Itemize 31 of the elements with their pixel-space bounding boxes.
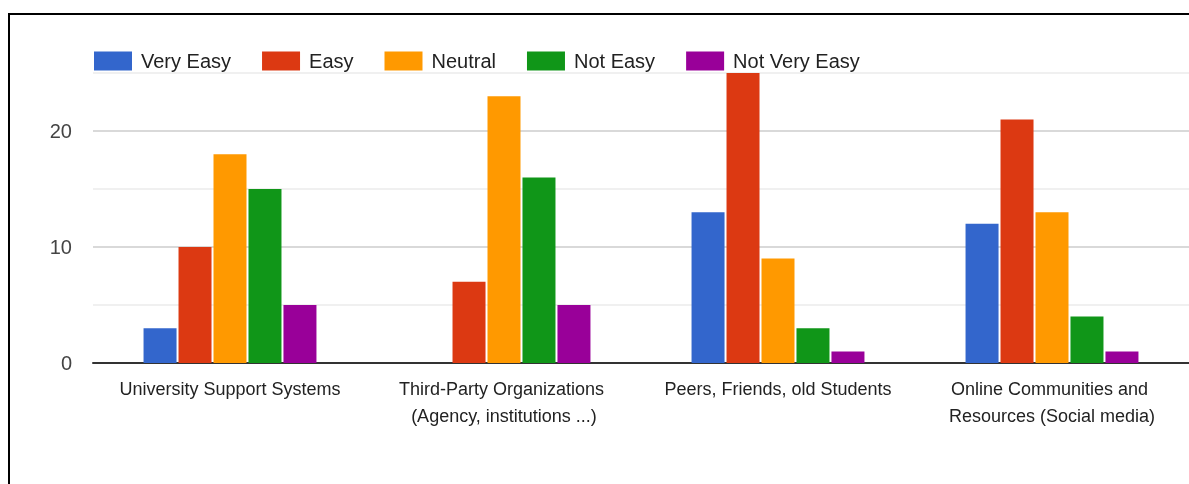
bar [143,328,177,363]
bar [691,212,725,363]
y-tick-label: 20 [49,120,72,142]
bar [557,305,591,363]
bar [831,351,865,363]
bar [487,96,521,363]
legend-label: Very Easy [141,50,232,72]
bar [796,328,830,363]
bar [178,247,212,363]
bar [965,223,999,363]
x-tick-label: Peers, Friends, old Students [664,378,892,399]
legend-label: Not Very Easy [733,50,860,72]
y-tick-label: 10 [49,236,72,258]
bar [248,189,282,363]
bar [1070,316,1104,363]
x-tick-label: University Support Systems [119,378,341,399]
bar [522,177,556,363]
x-tick-label: Third-Party Organizations (Agency, institutions ...) [398,378,610,426]
legend-label: Neutral [431,50,496,72]
y-tick-label: 0 [60,352,72,374]
bar [761,258,795,363]
x-tick-label: Online Communities and Resources (Social media) [948,378,1156,426]
bar [1035,212,1069,363]
legend-label: Easy [309,50,354,72]
bar [1105,351,1139,363]
legend-label: Not Easy [573,50,656,72]
bar [283,305,317,363]
bar [1000,119,1034,363]
bar [213,154,247,363]
bar [726,73,760,363]
bar [452,281,486,363]
